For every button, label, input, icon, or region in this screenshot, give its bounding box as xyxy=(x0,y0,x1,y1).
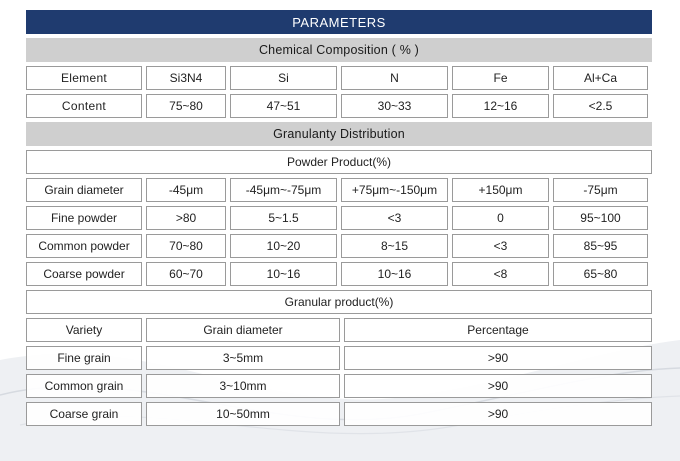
table-row: Grain diameter -45μm -45μm~-75μm +75μm~-… xyxy=(26,178,652,202)
table-cell: 10~16 xyxy=(230,262,337,286)
table-cell: <2.5 xyxy=(553,94,648,118)
powder-product-heading-row: Powder Product(%) xyxy=(26,150,652,174)
granularity-heading: Granulanty Distribution xyxy=(26,122,652,146)
table-row: Common powder 70~80 10~20 8~15 <3 85~95 xyxy=(26,234,652,258)
table-cell: -45μm xyxy=(146,178,226,202)
table-cell: 3~5mm xyxy=(146,346,340,370)
table-row: Element Si3N4 Si N Fe Al+Ca xyxy=(26,66,652,90)
table-row: Coarse grain 10~50mm >90 xyxy=(26,402,652,426)
table-cell: 0 xyxy=(452,206,549,230)
table-cell: >80 xyxy=(146,206,226,230)
table-cell: 60~70 xyxy=(146,262,226,286)
table-cell: Variety xyxy=(26,318,142,342)
table-cell: Coarse grain xyxy=(26,402,142,426)
granular-product-heading-row: Granular product(%) xyxy=(26,290,652,314)
table-cell: +75μm~-150μm xyxy=(341,178,448,202)
chemical-composition-heading: Chemical Composition ( % ) xyxy=(26,38,652,62)
table-cell: 47~51 xyxy=(230,94,337,118)
table-row: Common grain 3~10mm >90 xyxy=(26,374,652,398)
table-row: Content 75~80 47~51 30~33 12~16 <2.5 xyxy=(26,94,652,118)
table-cell: Fine powder xyxy=(26,206,142,230)
table-cell: Al+Ca xyxy=(553,66,648,90)
table-cell: Si3N4 xyxy=(146,66,226,90)
table-cell: >90 xyxy=(344,374,652,398)
table-cell: N xyxy=(341,66,448,90)
table-cell: >90 xyxy=(344,346,652,370)
table-row: Coarse powder 60~70 10~16 10~16 <8 65~80 xyxy=(26,262,652,286)
table-cell: 10~50mm xyxy=(146,402,340,426)
table-cell: 85~95 xyxy=(553,234,648,258)
table-cell: <3 xyxy=(452,234,549,258)
parameters-table: PARAMETERS Chemical Composition ( % ) El… xyxy=(26,10,652,426)
table-cell: Common grain xyxy=(26,374,142,398)
table-cell: Grain diameter xyxy=(146,318,340,342)
table-cell: 8~15 xyxy=(341,234,448,258)
table-cell: Content xyxy=(26,94,142,118)
table-row: Fine powder >80 5~1.5 <3 0 95~100 xyxy=(26,206,652,230)
table-cell: <8 xyxy=(452,262,549,286)
table-cell: 30~33 xyxy=(341,94,448,118)
table-cell: 70~80 xyxy=(146,234,226,258)
table-row: Fine grain 3~5mm >90 xyxy=(26,346,652,370)
table-cell: 95~100 xyxy=(553,206,648,230)
table-row: Variety Grain diameter Percentage xyxy=(26,318,652,342)
table-cell: Percentage xyxy=(344,318,652,342)
table-cell: 75~80 xyxy=(146,94,226,118)
table-cell: -75μm xyxy=(553,178,648,202)
page-title: PARAMETERS xyxy=(26,10,652,34)
granular-product-heading: Granular product(%) xyxy=(26,290,652,314)
table-cell: Grain diameter xyxy=(26,178,142,202)
table-cell: 10~20 xyxy=(230,234,337,258)
table-cell: -45μm~-75μm xyxy=(230,178,337,202)
table-cell: 12~16 xyxy=(452,94,549,118)
table-cell: 65~80 xyxy=(553,262,648,286)
table-cell: Si xyxy=(230,66,337,90)
table-cell: 5~1.5 xyxy=(230,206,337,230)
table-cell: Element xyxy=(26,66,142,90)
table-cell: Fe xyxy=(452,66,549,90)
table-cell: Common powder xyxy=(26,234,142,258)
powder-product-heading: Powder Product(%) xyxy=(26,150,652,174)
table-cell: 10~16 xyxy=(341,262,448,286)
table-cell: <3 xyxy=(341,206,448,230)
table-cell: >90 xyxy=(344,402,652,426)
table-cell: Coarse powder xyxy=(26,262,142,286)
table-cell: 3~10mm xyxy=(146,374,340,398)
table-cell: +150μm xyxy=(452,178,549,202)
table-cell: Fine grain xyxy=(26,346,142,370)
